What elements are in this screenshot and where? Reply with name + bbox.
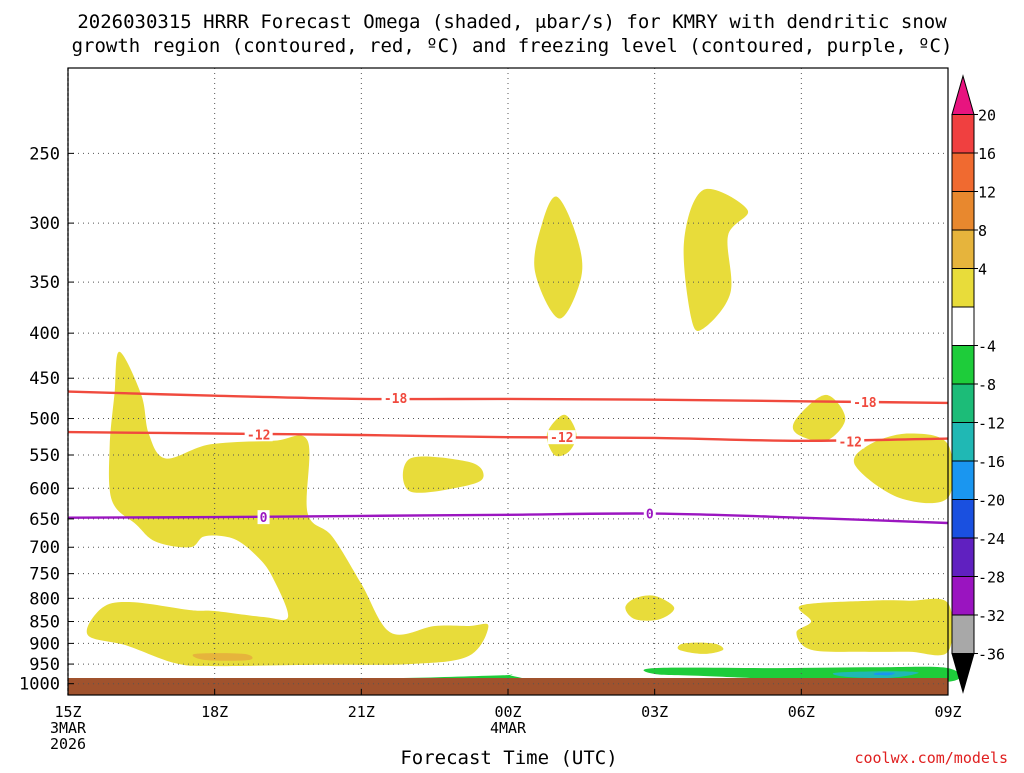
colorbar-label-3: 12	[978, 184, 996, 202]
omega-pos4-main	[86, 351, 489, 667]
ground-below-surface	[68, 678, 948, 695]
dgz-minus12-label: -12	[838, 436, 861, 451]
y-tick-label-650: 650	[29, 510, 60, 530]
colorbar-band-10	[951, 460, 975, 500]
colorbar-band-1	[951, 114, 975, 154]
x-tick-label-9-0: 00Z	[494, 703, 521, 721]
y-tick-label-950: 950	[29, 655, 60, 675]
dgz-minus12-label: -12	[550, 431, 573, 446]
chart-title: 2026030315 HRRR Forecast Omega (shaded, …	[72, 11, 953, 57]
freezing-level-0-label-bg	[257, 510, 270, 525]
y-tick-label-350: 350	[29, 273, 60, 293]
y-tick-label-400: 400	[29, 324, 60, 344]
x-tick-label-3-0: 18Z	[201, 703, 228, 721]
x-tick-label-0-1: 3MAR	[50, 719, 87, 737]
omega-pos4-upper-a	[534, 196, 583, 319]
omega-pos4-upper-b	[683, 188, 749, 331]
colorbar-band-4	[951, 229, 975, 269]
x-tick-label-0-2: 2026	[50, 735, 86, 753]
dgz-minus18-line	[67, 390, 949, 405]
x-tick-label-9-1: 4MAR	[490, 719, 527, 737]
colorbar-label-1: 20	[978, 107, 996, 125]
y-axis: 2503003504004505005506006507007508008509…	[19, 144, 74, 695]
omega-pos4-low-c	[796, 598, 953, 656]
dgz-minus12-label-bg	[244, 427, 273, 442]
dgz-minus12-label-bg	[836, 434, 865, 449]
colorbar-legend: 20 16 12 8 4 -4 -8 -12 -16 -20 -24 -28 -32 -36	[951, 74, 1005, 694]
omega-pos4-mid-c	[792, 394, 846, 442]
y-tick-label-450: 450	[29, 369, 60, 389]
freezing-level-0-label: 0	[260, 511, 268, 526]
colorbar-band-9	[951, 422, 975, 462]
colorbar-label-2: 16	[978, 145, 996, 163]
colorbar-band-11	[951, 499, 975, 539]
colorbar-label-4: 8	[978, 222, 987, 240]
dgz-minus18-label: -18	[384, 392, 408, 407]
colorbar-label-13: -28	[978, 569, 1005, 587]
y-tick-label-850: 850	[29, 613, 60, 633]
colorbar-band-8	[951, 383, 975, 423]
contour-lines: -18 -18 -12 -12 -12 0 0	[67, 390, 949, 526]
omega-pos4-low-a	[625, 595, 675, 621]
colorbar-band-14	[951, 614, 975, 654]
freezing-level-0-label-bg	[643, 506, 656, 521]
x-axis-label: Forecast Time (UTC)	[400, 747, 617, 768]
colorbar-label-9: -12	[978, 415, 1005, 433]
colorbar-label-5: 4	[978, 261, 987, 279]
y-tick-label-900: 900	[29, 634, 60, 654]
colorbar-label-8: -8	[978, 376, 996, 394]
omega-pos4-right-a	[853, 433, 954, 504]
colorbar-band-13	[951, 576, 975, 616]
colorbar-label-12: -24	[978, 530, 1005, 548]
omega-neg12-core	[873, 672, 895, 676]
omega-pos8-low	[192, 653, 253, 661]
watermark: coolwx.com/models	[854, 749, 1008, 767]
y-tick-label-1000: 1000	[19, 675, 60, 695]
freezing-level-0-label: 0	[646, 508, 654, 523]
title-line-2: growth region (contoured, red, ºC) and f…	[72, 35, 953, 57]
colorbar-band-6	[951, 306, 975, 346]
omega-pos4-mid-a	[402, 456, 484, 493]
x-tick-label-0-0: 15Z	[54, 703, 81, 721]
x-tick-label-12-0: 03Z	[641, 703, 668, 721]
title-line-1: 2026030315 HRRR Forecast Omega (shaded, …	[77, 11, 947, 33]
colorbar-band-3	[951, 191, 975, 231]
y-tick-label-500: 500	[29, 410, 60, 430]
colorbar-band-2	[951, 152, 975, 192]
y-tick-label-800: 800	[29, 589, 60, 609]
dgz-minus18-label-bg	[850, 395, 879, 410]
omega-pos4-low-b	[677, 642, 724, 654]
y-tick-label-550: 550	[29, 446, 60, 466]
y-tick-label-250: 250	[29, 144, 60, 164]
grid-lines	[68, 68, 948, 695]
y-tick-label-750: 750	[29, 565, 60, 585]
x-tick-label-18-0: 09Z	[934, 703, 961, 721]
y-tick-label-300: 300	[29, 214, 60, 234]
colorbar-band-15	[951, 653, 975, 694]
dgz-minus12-line	[67, 430, 949, 443]
y-tick-label-700: 700	[29, 538, 60, 558]
colorbar-label-15: -36	[978, 646, 1005, 664]
colorbar-band-7	[951, 345, 975, 385]
colorbar-label-10: -16	[978, 453, 1005, 471]
y-tick-label-600: 600	[29, 479, 60, 499]
colorbar-label-11: -20	[978, 492, 1005, 510]
dgz-minus12-label-bg	[547, 430, 576, 445]
x-tick-label-15-0: 06Z	[788, 703, 815, 721]
colorbar-label-7: -4	[978, 338, 996, 356]
dgz-minus18-label: -18	[853, 396, 877, 411]
colorbar-label-14: -32	[978, 607, 1005, 625]
plot-frame	[67, 67, 949, 696]
colorbar-band-0	[951, 74, 975, 115]
freezing-level-0-line	[67, 512, 949, 525]
colorbar-band-12	[951, 537, 975, 577]
colorbar-band-5	[951, 268, 975, 308]
dgz-minus18-label-bg	[381, 391, 410, 406]
dgz-minus12-label: -12	[247, 428, 270, 443]
x-tick-label-6-0: 21Z	[348, 703, 375, 721]
